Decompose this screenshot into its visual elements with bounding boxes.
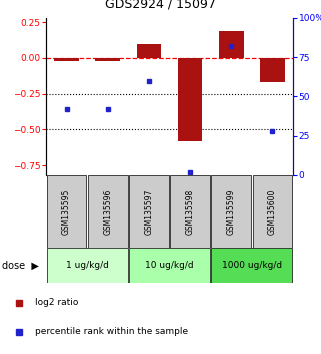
Bar bbox=[129, 175, 169, 248]
Text: percentile rank within the sample: percentile rank within the sample bbox=[35, 327, 188, 337]
Text: GSM135600: GSM135600 bbox=[268, 188, 277, 235]
Bar bbox=[95, 58, 120, 61]
Text: GSM135599: GSM135599 bbox=[227, 188, 236, 235]
Text: dose  ▶: dose ▶ bbox=[2, 261, 39, 270]
Text: 1000 ug/kg/d: 1000 ug/kg/d bbox=[222, 261, 282, 270]
Bar bbox=[54, 58, 79, 61]
Bar bbox=[47, 248, 127, 283]
Bar bbox=[47, 175, 86, 248]
Bar bbox=[212, 175, 251, 248]
Text: 10 ug/kg/d: 10 ug/kg/d bbox=[145, 261, 194, 270]
Text: GSM135596: GSM135596 bbox=[103, 188, 112, 235]
Text: 1 ug/kg/d: 1 ug/kg/d bbox=[66, 261, 108, 270]
Text: GSM135598: GSM135598 bbox=[186, 188, 195, 235]
Bar bbox=[212, 248, 292, 283]
Text: GDS2924 / 15097: GDS2924 / 15097 bbox=[105, 0, 216, 11]
Text: log2 ratio: log2 ratio bbox=[35, 298, 78, 307]
Bar bbox=[170, 175, 210, 248]
Bar bbox=[253, 175, 292, 248]
Bar bbox=[260, 58, 285, 82]
Bar bbox=[129, 248, 210, 283]
Bar bbox=[88, 175, 127, 248]
Bar bbox=[136, 44, 161, 58]
Bar bbox=[219, 31, 244, 58]
Text: GSM135595: GSM135595 bbox=[62, 188, 71, 235]
Bar bbox=[178, 58, 203, 141]
Text: GSM135597: GSM135597 bbox=[144, 188, 153, 235]
